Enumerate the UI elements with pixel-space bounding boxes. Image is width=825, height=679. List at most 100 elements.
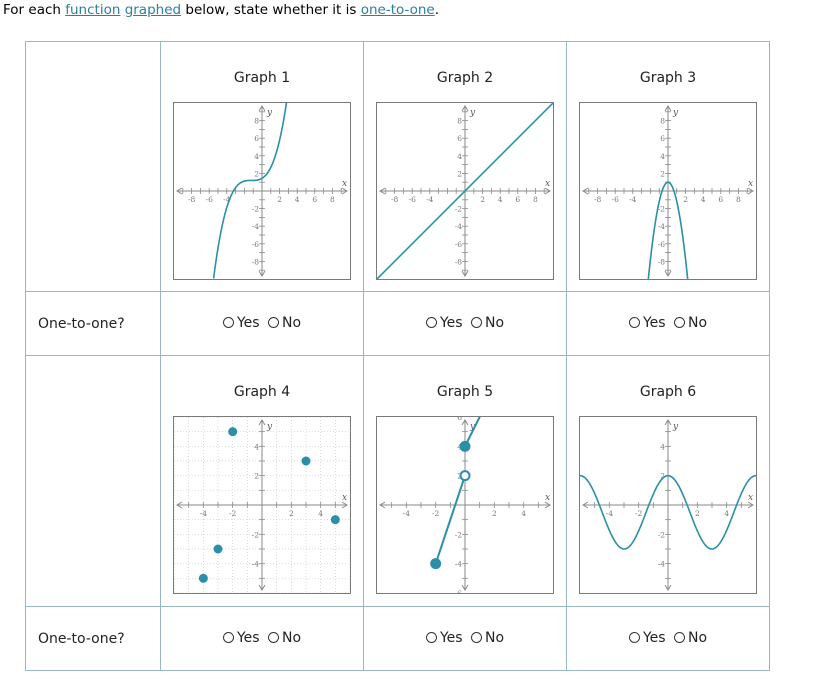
x-tick-label: 8 bbox=[533, 195, 538, 204]
x-axis-arrow bbox=[582, 501, 589, 509]
radio-icon[interactable] bbox=[222, 317, 234, 329]
x-tick-label: 4 bbox=[724, 509, 729, 518]
x-tick-label: -2 bbox=[635, 509, 643, 518]
y-axis-arrow bbox=[461, 584, 469, 591]
graph-1-curve bbox=[212, 103, 288, 279]
x-axis-arrow bbox=[747, 501, 754, 509]
graph-2-plot: -8 -6 -4 2 4 6 8 8 6 4 2 -2 -4 -6 -8 x y bbox=[376, 102, 554, 280]
graph-3-yes-option[interactable]: Yes bbox=[628, 314, 666, 331]
graph-5-open-endpoint bbox=[459, 470, 471, 482]
graph-1-no-option[interactable]: No bbox=[268, 315, 301, 331]
x-axis-arrow bbox=[544, 501, 551, 509]
x-tick-label: 4 bbox=[295, 195, 300, 204]
graph-2-yes-option[interactable]: Yes bbox=[425, 315, 463, 331]
x-tick-label: 8 bbox=[330, 195, 335, 204]
y-tick-label: 2 bbox=[457, 169, 462, 178]
graph-4-point bbox=[301, 456, 311, 466]
y-tick-label: 2 bbox=[254, 169, 259, 178]
y-tick-label: 2 bbox=[254, 472, 259, 481]
yes-label: Yes bbox=[236, 314, 260, 331]
graph-3-no-option[interactable]: No bbox=[674, 315, 707, 331]
radio-icon[interactable] bbox=[628, 632, 640, 644]
radio-icon[interactable] bbox=[222, 632, 234, 644]
graph-4-point bbox=[330, 515, 340, 525]
graph-4-answer: Yes No bbox=[160, 606, 364, 671]
y-tick-label: -2 bbox=[658, 205, 666, 214]
y-tick-label: 4 bbox=[660, 152, 665, 161]
y-tick-label: 6 bbox=[660, 134, 665, 143]
y-axis-label: y bbox=[469, 108, 476, 118]
yes-label: Yes bbox=[642, 314, 666, 331]
y-axis-arrow bbox=[258, 584, 266, 591]
graph-6-title: Graph 6 bbox=[639, 384, 697, 400]
graph-2-no-option[interactable]: No bbox=[471, 315, 504, 331]
row-label-1: One-to-one? bbox=[25, 291, 161, 356]
graph-1-title: Graph 1 bbox=[233, 70, 291, 86]
x-tick-label: -4 bbox=[403, 509, 411, 518]
graph-4-point bbox=[198, 573, 208, 583]
y-tick-label: -6 bbox=[658, 240, 666, 249]
radio-icon[interactable] bbox=[674, 632, 685, 644]
graph-6-answer: Yes No bbox=[566, 606, 770, 671]
x-tick-label: -4 bbox=[426, 195, 434, 204]
graph-5-svg: -4-2248642-2-4-6-8xy bbox=[379, 417, 551, 593]
y-tick-label: 4 bbox=[457, 152, 462, 161]
radio-icon[interactable] bbox=[674, 317, 685, 329]
graph-4-no-option[interactable]: No bbox=[268, 630, 301, 646]
graph-6-svg: -4 -2 2 4 4 2 -2 -4 x y bbox=[580, 419, 756, 591]
y-tick-label: -6 bbox=[455, 240, 463, 249]
y-tick-label: -8 bbox=[455, 257, 463, 266]
no-label: No bbox=[282, 314, 302, 331]
graph-3-title: Graph 3 bbox=[639, 70, 697, 86]
graph-1-svg: -8 -6 -4 2 4 6 8 8 6 4 2 -2 -4 -6 -8 x y bbox=[176, 103, 348, 279]
graph-5-cell: Graph 5 -4-2248642-2-4-6-8xy bbox=[363, 355, 567, 607]
graph-1-answer: Yes No bbox=[160, 291, 364, 356]
x-tick-label: -2 bbox=[229, 509, 237, 518]
x-tick-label: -4 bbox=[223, 195, 231, 204]
x-tick-label: 2 bbox=[289, 509, 294, 518]
x-tick-label: 4 bbox=[521, 509, 526, 518]
x-tick-label: 2 bbox=[277, 195, 282, 204]
function-link[interactable]: function bbox=[65, 2, 121, 18]
radio-icon[interactable] bbox=[425, 317, 437, 329]
graph-6-no-option[interactable]: No bbox=[674, 630, 707, 646]
x-tick-label: -4 bbox=[606, 509, 614, 518]
x-axis-arrow bbox=[341, 501, 348, 509]
graphed-link[interactable]: graphed bbox=[124, 2, 182, 18]
x-tick-label: 4 bbox=[498, 195, 503, 204]
x-axis-arrow bbox=[379, 187, 386, 195]
radio-icon[interactable] bbox=[471, 317, 482, 329]
graph-5-no-option[interactable]: No bbox=[471, 630, 504, 646]
radio-icon[interactable] bbox=[425, 632, 437, 644]
x-tick-label: 6 bbox=[515, 195, 520, 204]
radio-icon[interactable] bbox=[268, 317, 279, 329]
radio-icon[interactable] bbox=[628, 317, 640, 329]
y-axis-arrow bbox=[664, 584, 672, 591]
x-tick-label: -4 bbox=[629, 195, 637, 204]
graph-5-yes-option[interactable]: Yes bbox=[425, 630, 463, 646]
graph-1-cell: Graph 1 -8 -6 -4 2 4 6 8 8 6 4 2 -2 -4 -6 -8 x y bbox=[160, 41, 364, 292]
radio-icon[interactable] bbox=[471, 632, 482, 644]
x-tick-label: -4 bbox=[200, 509, 208, 518]
graph-5-title: Graph 5 bbox=[436, 384, 494, 400]
graph-6-yes-option[interactable]: Yes bbox=[628, 630, 666, 646]
graph-3-answer: Yes No bbox=[566, 291, 770, 356]
graph-3-plot: -8 -6 -4 2 4 6 8 8 6 4 2 -2 -4 -6 -8 x y bbox=[579, 102, 757, 280]
y-axis-label: y bbox=[266, 422, 273, 432]
graph-4-cell: Graph 4 -4 -2 2 4 4 2 -2 -4 x y bbox=[160, 355, 364, 607]
graph-4-yes-option[interactable]: Yes bbox=[222, 630, 260, 646]
x-tick-label: 2 bbox=[480, 195, 485, 204]
one-to-one-link[interactable]: one-to-one bbox=[360, 2, 435, 18]
y-axis-label: y bbox=[266, 108, 273, 118]
x-axis-label: x bbox=[545, 493, 550, 503]
no-label: No bbox=[485, 629, 505, 646]
x-axis-arrow bbox=[176, 501, 183, 509]
graph-2-line bbox=[377, 103, 553, 279]
x-tick-label: 4 bbox=[318, 509, 323, 518]
radio-icon[interactable] bbox=[268, 632, 279, 644]
empty-cell bbox=[25, 355, 161, 607]
graph-2-answer: Yes No bbox=[363, 291, 567, 356]
graph-4-svg: -4 -2 2 4 4 2 -2 -4 x y bbox=[174, 417, 350, 593]
graph-1-yes-option[interactable]: Yes bbox=[222, 314, 260, 331]
empty-cell bbox=[25, 41, 161, 292]
